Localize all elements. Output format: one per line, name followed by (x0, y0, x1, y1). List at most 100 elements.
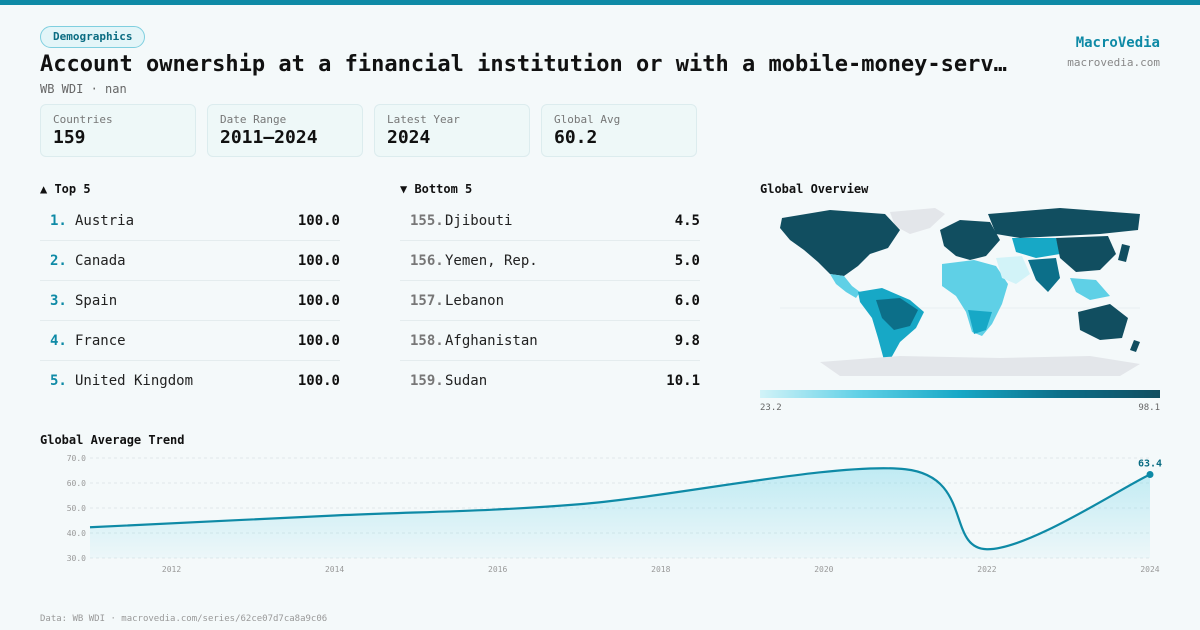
bottom5-heading: ▼ Bottom 5 (400, 182, 473, 196)
stat-label: Latest Year (387, 113, 460, 126)
footer-source: Data: WB WDI · macrovedia.com/series/62c… (40, 614, 328, 624)
rank-number: 4. (50, 332, 67, 349)
x-tick-label: 2016 (488, 565, 507, 574)
stat-card-countries: Countries 159 (40, 104, 196, 157)
trend-line[interactable] (89, 467, 1151, 551)
stat-card-date-range: Date Range 2011–2024 (207, 104, 363, 157)
map-region-north-america[interactable] (780, 210, 900, 276)
map-region-east-asia[interactable] (1056, 236, 1116, 272)
country-name: Lebanon (445, 292, 505, 309)
legend-min-label: 23.2 (760, 403, 782, 413)
rank-number: 5. (50, 373, 67, 389)
map-heading: Global Overview (760, 182, 869, 196)
map-legend-gradient (760, 390, 1160, 398)
list-item[interactable]: 5. United Kingdom 100.0 (40, 361, 340, 401)
rank-number: 157. (410, 292, 444, 309)
map-region-japan[interactable] (1118, 244, 1130, 262)
country-value: 100.0 (297, 252, 340, 269)
map-region-europe[interactable] (940, 220, 1000, 260)
stat-label: Countries (53, 113, 113, 126)
map-region-central-asia[interactable] (1012, 238, 1060, 258)
map-region-greenland[interactable] (890, 208, 945, 234)
country-value: 6.0 (674, 292, 700, 309)
list-item[interactable]: 159. Sudan 10.1 (400, 361, 700, 401)
country-name: Canada (75, 252, 126, 269)
map-region-middle-east[interactable] (996, 256, 1030, 284)
country-value: 4.5 (674, 212, 700, 229)
stats-row: Countries 159 Date Range 2011–2024 Lates… (40, 104, 697, 157)
trend-last-point[interactable] (1146, 471, 1154, 478)
stat-label: Date Range (220, 113, 287, 126)
country-name: Yemen, Rep. (445, 252, 538, 269)
category-badge[interactable]: Demographics (40, 26, 146, 48)
bottom5-list: 155. Djibouti 4.5 156. Yemen, Rep. 5.0 1… (400, 201, 700, 401)
rank-number: 1. (50, 212, 67, 229)
rank-number: 2. (50, 252, 67, 269)
country-value: 10.1 (666, 373, 700, 389)
y-tick-label: 40.0 (67, 529, 86, 538)
x-tick-label: 2022 (977, 565, 996, 574)
country-name: Sudan (445, 373, 488, 389)
list-item[interactable]: 156. Yemen, Rep. 5.0 (400, 241, 700, 281)
y-tick-label: 70.0 (67, 454, 86, 463)
list-item[interactable]: 157. Lebanon 6.0 (400, 281, 700, 321)
x-tick-label: 2024 (1140, 565, 1159, 574)
country-name: Djibouti (445, 212, 513, 229)
trend-area (90, 468, 1150, 558)
list-item[interactable]: 155. Djibouti 4.5 (400, 201, 700, 241)
page-title: Account ownership at a financial institu… (40, 52, 1007, 77)
y-tick-label: 50.0 (67, 504, 86, 513)
country-value: 5.0 (674, 252, 700, 269)
map-region-russia[interactable] (988, 208, 1140, 238)
map-region-southern-africa[interactable] (968, 310, 992, 334)
y-tick-label: 60.0 (67, 479, 86, 488)
country-name: United Kingdom (75, 373, 194, 389)
x-tick-label: 2018 (651, 565, 670, 574)
stat-card-latest-year: Latest Year 2024 (374, 104, 530, 157)
country-name: France (75, 332, 126, 349)
stat-label: Global Avg (554, 113, 621, 126)
x-tick-label: 2012 (162, 565, 181, 574)
country-value: 100.0 (297, 332, 340, 349)
x-tick-label: 2014 (325, 565, 344, 574)
stat-card-global-avg: Global Avg 60.2 (541, 104, 697, 157)
list-item[interactable]: 4. France 100.0 (40, 321, 340, 361)
list-item[interactable]: 1. Austria 100.0 (40, 201, 340, 241)
stat-value: 159 (53, 127, 86, 148)
map-region-brazil[interactable] (876, 298, 918, 330)
map-region-southeast-asia[interactable] (1070, 278, 1110, 300)
trend-last-value-label: 63.4 (1138, 459, 1162, 470)
country-name: Afghanistan (445, 332, 538, 349)
map-region-australia[interactable] (1078, 304, 1128, 340)
rank-number: 3. (50, 292, 67, 309)
map-region-central-america[interactable] (830, 274, 860, 298)
brand-name[interactable]: MacroVedia (1075, 35, 1160, 51)
stat-value: 2024 (387, 127, 431, 148)
global-average-trend-chart[interactable]: 30.0 40.0 50.0 60.0 70.0 2012 2014 2016 2018 202… (40, 448, 1180, 580)
list-item[interactable]: 158. Afghanistan 9.8 (400, 321, 700, 361)
map-region-antarctica (820, 356, 1140, 376)
world-choropleth-map[interactable] (760, 200, 1160, 385)
country-value: 9.8 (674, 332, 700, 349)
country-value: 100.0 (297, 373, 340, 389)
rank-number: 158. (410, 332, 444, 349)
y-tick-label: 30.0 (67, 554, 86, 563)
map-region-south-asia[interactable] (1028, 258, 1060, 292)
list-item[interactable]: 3. Spain 100.0 (40, 281, 340, 321)
brand[interactable]: MacroVedia macrovedia.com (1067, 35, 1160, 69)
country-value: 100.0 (297, 212, 340, 229)
brand-url[interactable]: macrovedia.com (1067, 56, 1160, 69)
country-name: Spain (75, 292, 118, 309)
rank-number: 156. (410, 252, 444, 269)
list-item[interactable]: 2. Canada 100.0 (40, 241, 340, 281)
country-value: 100.0 (297, 292, 340, 309)
top5-list: 1. Austria 100.0 2. Canada 100.0 3. Spai… (40, 201, 340, 401)
rank-number: 159. (410, 373, 444, 389)
stat-value: 60.2 (554, 127, 598, 148)
map-region-africa[interactable] (942, 260, 1008, 336)
map-region-new-zealand[interactable] (1130, 340, 1140, 352)
top5-heading: ▲ Top 5 (40, 182, 91, 196)
x-tick-label: 2020 (814, 565, 833, 574)
top-accent-bar (0, 0, 1200, 5)
stat-value: 2011–2024 (220, 127, 318, 148)
